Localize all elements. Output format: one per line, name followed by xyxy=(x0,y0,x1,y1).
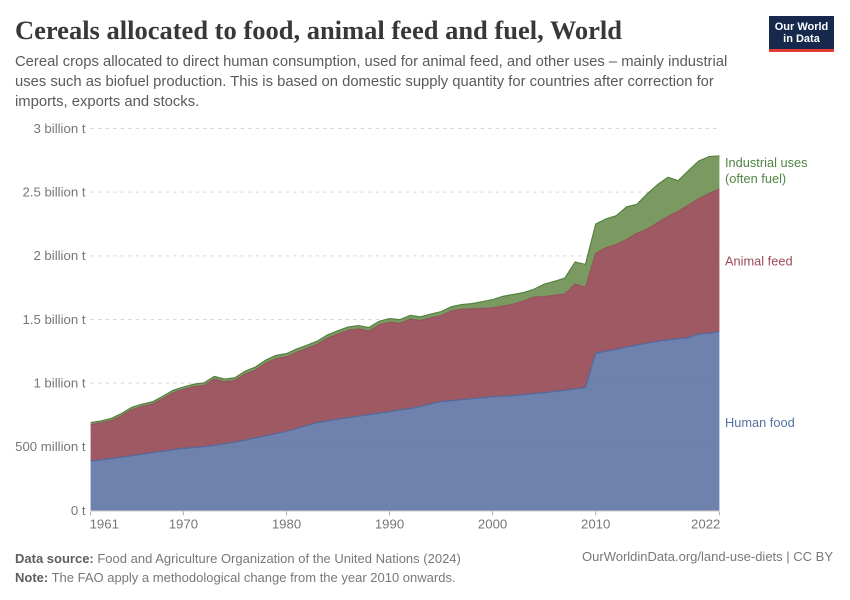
svg-text:2.5 billion t: 2.5 billion t xyxy=(22,185,85,200)
svg-text:1961: 1961 xyxy=(90,517,119,532)
svg-text:3 billion t: 3 billion t xyxy=(33,121,85,136)
svg-text:1990: 1990 xyxy=(375,517,404,532)
svg-text:(often fuel): (often fuel) xyxy=(725,171,786,186)
svg-text:2 billion t: 2 billion t xyxy=(33,248,85,263)
svg-text:2000: 2000 xyxy=(478,517,507,532)
svg-text:1 billion t: 1 billion t xyxy=(33,376,85,391)
svg-text:500 million t: 500 million t xyxy=(15,439,86,454)
svg-text:1.5 billion t: 1.5 billion t xyxy=(22,312,85,327)
svg-text:Animal feed: Animal feed xyxy=(725,254,793,269)
svg-text:1970: 1970 xyxy=(169,517,198,532)
svg-text:Industrial uses: Industrial uses xyxy=(725,155,808,170)
svg-text:2022: 2022 xyxy=(691,517,720,532)
svg-text:Human food: Human food xyxy=(725,415,795,430)
svg-text:2010: 2010 xyxy=(581,517,610,532)
svg-text:0 t: 0 t xyxy=(71,503,86,518)
svg-text:1980: 1980 xyxy=(272,517,301,532)
